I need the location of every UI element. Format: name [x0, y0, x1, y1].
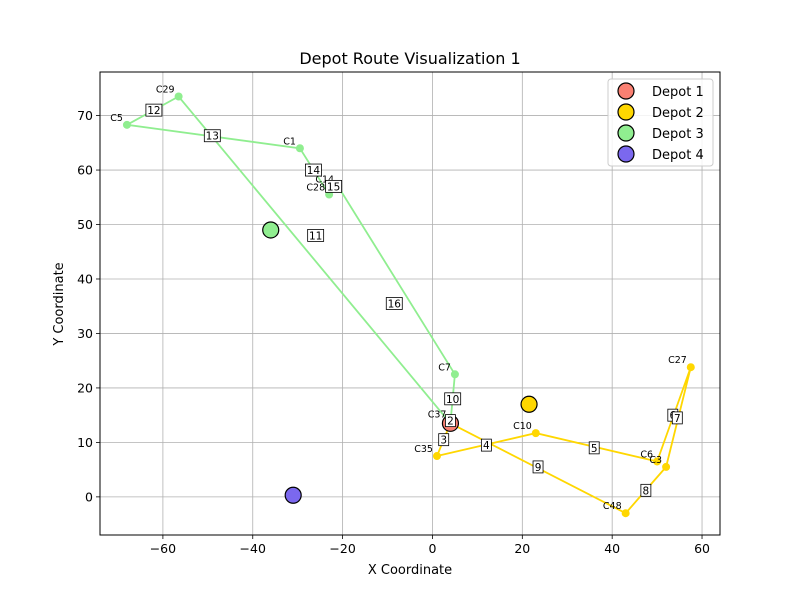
customer-label: C35 — [414, 444, 433, 455]
customer-label: C48 — [603, 501, 622, 512]
step-label: 2 — [447, 416, 454, 428]
depot-marker — [520, 395, 538, 413]
step-label-box — [532, 460, 544, 474]
step-label: 3 — [440, 435, 447, 447]
axis-ticks: −60 −40 −20 0 20 40 60 0 10 20 30 40 50 60 70 — [77, 108, 710, 556]
customer-point — [621, 509, 630, 518]
x-tick-label: −20 — [329, 541, 355, 556]
customer-label: C10 — [513, 421, 532, 432]
step-label: 12 — [147, 105, 160, 117]
chart-title: Depot Route Visualization 1 — [299, 49, 520, 68]
x-tick-label: 0 — [428, 541, 436, 556]
x-tick-label: −40 — [240, 541, 266, 556]
customer-point — [122, 120, 131, 129]
y-tick-label: 50 — [77, 217, 93, 232]
customer-point — [531, 429, 540, 438]
customer-point — [662, 462, 671, 471]
customer-label: C14 — [315, 174, 334, 185]
customer-label: C1 — [283, 136, 296, 147]
grid — [100, 72, 720, 535]
step-label: 7 — [674, 413, 681, 425]
step-label-box — [444, 392, 462, 406]
step-label: 8 — [643, 485, 650, 497]
y-tick-label: 0 — [85, 489, 93, 504]
legend-label: Depot 4 — [652, 148, 704, 163]
step-label-box — [307, 229, 325, 242]
customer-point — [686, 363, 695, 372]
step-label-box — [438, 433, 450, 447]
customer-label: C28 — [306, 183, 325, 194]
customer-label: C3 — [649, 455, 662, 466]
step-label-box — [588, 441, 600, 455]
y-tick-label: 70 — [77, 108, 93, 123]
customer-label: C37 — [428, 410, 447, 421]
step-label: 14 — [307, 165, 321, 177]
x-axis-label: X Coordinate — [368, 563, 452, 578]
customer-point — [653, 457, 662, 466]
step-label: 11 — [309, 230, 322, 242]
x-tick-label: 20 — [514, 541, 530, 556]
y-tick-label: 60 — [77, 163, 93, 178]
y-tick-label: 10 — [77, 435, 93, 450]
customer-label: C27 — [668, 355, 687, 366]
step-label: 4 — [483, 440, 490, 452]
step-label-box — [203, 129, 221, 143]
x-tick-label: 40 — [604, 541, 620, 556]
x-tick-label: −60 — [150, 541, 176, 556]
customer-label: C7 — [438, 362, 451, 373]
legend-marker — [617, 103, 635, 121]
step-label-box — [445, 414, 456, 428]
y-tick-label: 40 — [77, 271, 93, 286]
customer-point — [450, 370, 459, 379]
step-label-box — [325, 179, 343, 193]
depot-marker — [262, 221, 280, 239]
step-label: 13 — [206, 131, 219, 143]
x-tick-label: 60 — [694, 541, 710, 556]
step-labels: 2345678910111213141516 — [145, 103, 683, 497]
step-label: 10 — [446, 394, 459, 406]
step-label: 9 — [535, 462, 542, 474]
legend-marker — [617, 124, 635, 142]
legend-label: Depot 2 — [652, 106, 704, 121]
y-tick-label: 20 — [77, 380, 93, 395]
depot-marker — [284, 486, 302, 504]
y-axis-label: Y Coordinate — [52, 262, 67, 346]
y-tick-label: 30 — [77, 326, 93, 341]
legend: Depot 1 Depot 2 Depot 3 Depot 4 — [607, 78, 714, 167]
step-label-box — [640, 483, 652, 497]
step-label: 16 — [388, 299, 402, 311]
customer-point — [432, 452, 441, 461]
step-label-box — [305, 163, 322, 177]
step-label-box — [480, 438, 492, 452]
step-label-box — [671, 411, 683, 425]
legend-label: Depot 1 — [652, 85, 704, 100]
customer-label: C6 — [640, 449, 653, 460]
step-label: 5 — [591, 443, 598, 455]
customer-label: C5 — [110, 113, 123, 124]
customer-label: C29 — [156, 85, 175, 96]
legend-marker — [617, 82, 635, 100]
step-label-box — [145, 103, 163, 117]
legend-box — [607, 78, 714, 167]
plot-frame — [99, 71, 721, 536]
customer-point — [295, 144, 304, 153]
customer-point — [174, 92, 183, 101]
step-label-box — [385, 297, 403, 310]
step-label: 15 — [327, 181, 340, 193]
legend-label: Depot 3 — [652, 127, 704, 142]
legend-marker — [617, 145, 635, 163]
